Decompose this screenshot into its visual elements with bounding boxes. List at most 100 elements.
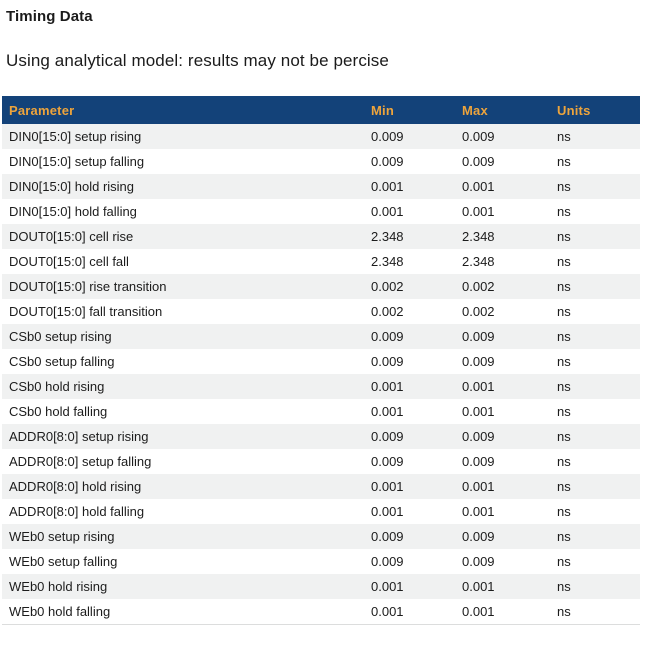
- column-header-min: Min: [364, 96, 455, 124]
- parameter-cell: DOUT0[15:0] cell fall: [9, 254, 129, 269]
- units-cell: ns: [557, 254, 571, 269]
- units-cell: ns: [557, 504, 571, 519]
- max-cell: 0.009: [462, 354, 495, 369]
- table-row: ADDR0[8:0] hold falling 0.001 0.001 ns: [2, 499, 640, 524]
- min-cell: 0.001: [371, 579, 404, 594]
- max-cell: 0.001: [462, 479, 495, 494]
- parameter-cell: DIN0[15:0] setup falling: [9, 154, 145, 169]
- min-cell: 0.009: [371, 354, 404, 369]
- max-cell: 0.009: [462, 329, 495, 344]
- max-cell: 0.009: [462, 154, 495, 169]
- parameter-cell: ADDR0[8:0] setup rising: [9, 429, 149, 444]
- parameter-cell: DOUT0[15:0] cell rise: [9, 229, 134, 244]
- table-row: WEb0 setup rising 0.009 0.009 ns: [2, 524, 640, 549]
- units-cell: ns: [557, 179, 571, 194]
- column-header-units: Units: [550, 96, 640, 124]
- min-cell: 2.348: [371, 254, 404, 269]
- units-cell: ns: [557, 304, 571, 319]
- max-cell: 0.001: [462, 379, 495, 394]
- min-cell: 0.002: [371, 304, 404, 319]
- table-row: DIN0[15:0] hold falling 0.001 0.001 ns: [2, 199, 640, 224]
- parameter-cell: WEb0 hold rising: [9, 579, 108, 594]
- units-cell: ns: [557, 529, 571, 544]
- units-cell: ns: [557, 279, 571, 294]
- table-row: WEb0 hold falling 0.001 0.001 ns: [2, 599, 640, 625]
- min-cell: 0.001: [371, 179, 404, 194]
- units-cell: ns: [557, 554, 571, 569]
- units-cell: ns: [557, 579, 571, 594]
- max-cell: 0.009: [462, 454, 495, 469]
- min-cell: 0.009: [371, 154, 404, 169]
- units-cell: ns: [557, 204, 571, 219]
- table-row: DIN0[15:0] setup falling 0.009 0.009 ns: [2, 149, 640, 174]
- units-cell: ns: [557, 129, 571, 144]
- table-row: WEb0 hold rising 0.001 0.001 ns: [2, 574, 640, 599]
- units-cell: ns: [557, 404, 571, 419]
- max-cell: 0.009: [462, 429, 495, 444]
- max-cell: 0.002: [462, 304, 495, 319]
- table-row: ADDR0[8:0] setup rising 0.009 0.009 ns: [2, 424, 640, 449]
- table-row: DOUT0[15:0] cell fall 2.348 2.348 ns: [2, 249, 640, 274]
- parameter-cell: DIN0[15:0] setup rising: [9, 129, 142, 144]
- units-cell: ns: [557, 454, 571, 469]
- min-cell: 0.001: [371, 379, 404, 394]
- parameter-cell: ADDR0[8:0] hold rising: [9, 479, 142, 494]
- parameter-cell: WEb0 setup rising: [9, 529, 115, 544]
- parameter-cell: WEb0 hold falling: [2, 599, 364, 625]
- min-cell: 0.009: [371, 529, 404, 544]
- table-row: CSb0 setup rising 0.009 0.009 ns: [2, 324, 640, 349]
- parameter-cell: CSb0 setup rising: [9, 329, 112, 344]
- max-cell: 0.001: [462, 579, 495, 594]
- page-title: Timing Data: [6, 8, 93, 25]
- min-cell: 0.009: [371, 329, 404, 344]
- units-cell: ns: [557, 229, 571, 244]
- parameter-cell: CSb0 hold rising: [9, 379, 105, 394]
- parameter-cell: WEb0 setup falling: [9, 554, 118, 569]
- max-cell: 0.001: [455, 599, 550, 625]
- units-cell: ns: [557, 429, 571, 444]
- parameter-cell: DOUT0[15:0] fall transition: [9, 304, 163, 319]
- max-cell: 2.348: [462, 229, 495, 244]
- min-cell: 0.001: [371, 204, 404, 219]
- table-row: CSb0 hold falling 0.001 0.001 ns: [2, 399, 640, 424]
- units-cell: ns: [557, 379, 571, 394]
- table-row: WEb0 setup falling 0.009 0.009 ns: [2, 549, 640, 574]
- table-row: CSb0 hold rising 0.001 0.001 ns: [2, 374, 640, 399]
- header-row: Parameter Min Max Units: [2, 96, 640, 124]
- max-cell: 0.009: [462, 529, 495, 544]
- table-row: ADDR0[8:0] setup falling 0.009 0.009 ns: [2, 449, 640, 474]
- parameter-cell: DIN0[15:0] hold falling: [9, 204, 137, 219]
- table-row: DIN0[15:0] setup rising 0.009 0.009 ns: [2, 124, 640, 149]
- page-subtitle: Using analytical model: results may not …: [6, 51, 389, 70]
- timing-table: Parameter Min Max Units DIN0[15:0] setup…: [2, 96, 640, 625]
- table-row: DOUT0[15:0] cell rise 2.348 2.348 ns: [2, 224, 640, 249]
- parameter-cell: DIN0[15:0] hold rising: [9, 179, 135, 194]
- table-row: DOUT0[15:0] fall transition 0.002 0.002 …: [2, 299, 640, 324]
- min-cell: 0.001: [371, 504, 404, 519]
- max-cell: 0.001: [462, 179, 495, 194]
- max-cell: 2.348: [462, 254, 495, 269]
- units-cell: ns: [557, 354, 571, 369]
- min-cell: 0.009: [371, 129, 404, 144]
- min-cell: 0.009: [371, 554, 404, 569]
- table-row: DIN0[15:0] hold rising 0.001 0.001 ns: [2, 174, 640, 199]
- parameter-cell: CSb0 hold falling: [9, 404, 108, 419]
- min-cell: 0.001: [371, 404, 404, 419]
- table-row: ADDR0[8:0] hold rising 0.001 0.001 ns: [2, 474, 640, 499]
- max-cell: 0.002: [462, 279, 495, 294]
- max-cell: 0.001: [462, 504, 495, 519]
- min-cell: 0.001: [364, 599, 455, 625]
- min-cell: 0.009: [371, 429, 404, 444]
- min-cell: 0.001: [371, 479, 404, 494]
- max-cell: 0.009: [462, 129, 495, 144]
- min-cell: 0.002: [371, 279, 404, 294]
- column-header-max: Max: [455, 96, 550, 124]
- parameter-cell: CSb0 setup falling: [9, 354, 115, 369]
- units-cell: ns: [550, 599, 640, 625]
- units-cell: ns: [557, 329, 571, 344]
- table-row: CSb0 setup falling 0.009 0.009 ns: [2, 349, 640, 374]
- max-cell: 0.001: [462, 404, 495, 419]
- parameter-cell: ADDR0[8:0] setup falling: [9, 454, 152, 469]
- timing-table-header: Parameter Min Max Units: [2, 96, 640, 124]
